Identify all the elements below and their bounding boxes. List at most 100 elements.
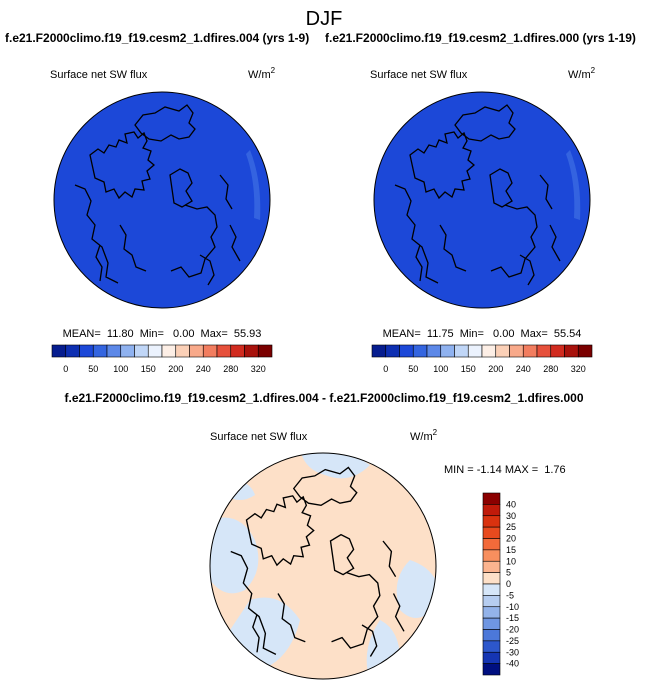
colorbar-box xyxy=(482,492,501,505)
difference-title: f.e21.F2000climo.f19_f19.cesm2_1.dfires.… xyxy=(65,391,584,405)
colorbar-label: -10 xyxy=(506,602,519,612)
colorbar-box xyxy=(482,515,501,528)
difference-panel: f.e21.F2000climo.f19_f19.cesm2_1.dfires.… xyxy=(65,391,584,680)
colorbar-box xyxy=(577,344,593,358)
colorbar-box xyxy=(482,538,501,551)
colorbar-label: 50 xyxy=(88,364,98,374)
colorbar-box xyxy=(120,344,135,358)
panel: f.e21.F2000climo.f19_f19.cesm2_1.dfires.… xyxy=(5,31,309,340)
colorbar-box xyxy=(467,344,483,358)
colorbar-label: -5 xyxy=(506,590,514,600)
colorbar-box xyxy=(371,344,387,358)
variable-label: Surface net SW flux xyxy=(370,69,468,81)
colorbar-box xyxy=(51,344,67,358)
colorbar-box xyxy=(79,344,94,358)
colorbar-label: 5 xyxy=(506,568,511,578)
colorbar-label: 20 xyxy=(506,534,516,544)
colorbar-label: 320 xyxy=(571,364,586,374)
colorbar-label: 10 xyxy=(506,556,516,566)
units-label: W/m2 xyxy=(410,428,438,443)
colorbar-box xyxy=(482,526,501,539)
colorbar-box xyxy=(482,504,501,517)
colorbar-box xyxy=(522,344,538,358)
colorbar-label: 0 xyxy=(506,579,511,589)
variable-label: Surface net SW flux xyxy=(210,431,308,443)
colorbar-box xyxy=(550,344,565,358)
colorbar-label: 50 xyxy=(408,364,418,374)
colorbar-label: 0 xyxy=(383,364,388,374)
colorbar-label: -25 xyxy=(506,636,519,646)
colorbar-box xyxy=(426,344,442,358)
colorbar-label: 30 xyxy=(506,511,516,521)
units-label: W/m2 xyxy=(568,66,596,81)
colorbar-box xyxy=(216,344,232,358)
colorbar-box xyxy=(92,344,108,358)
colorbar-label: 240 xyxy=(516,364,531,374)
colorbar-box xyxy=(482,560,501,573)
colorbar-box xyxy=(175,344,190,358)
colorbar-box xyxy=(134,344,149,358)
colorbar-label: 40 xyxy=(506,499,516,509)
colorbar-label: 100 xyxy=(113,364,128,374)
colorbar-box xyxy=(161,344,177,358)
colorbar-box xyxy=(495,344,510,358)
panel: f.e21.F2000climo.f19_f19.cesm2_1.dfires.… xyxy=(325,31,636,340)
stats: MIN = -1.14 MAX = 1.76 xyxy=(444,464,566,476)
case-name: f.e21.F2000climo.f19_f19.cesm2_1.dfires.… xyxy=(325,31,636,45)
units-label: W/m2 xyxy=(248,66,276,81)
colorbar-label: 240 xyxy=(196,364,211,374)
figure-title: DJF xyxy=(306,8,343,30)
colorbar-box xyxy=(482,629,501,642)
colorbar-label: 320 xyxy=(251,364,266,374)
colorbar-box xyxy=(482,606,501,619)
colorbar-box xyxy=(482,651,501,664)
map-disk xyxy=(373,91,591,309)
colorbar-label: 15 xyxy=(506,545,516,555)
colorbar-label: 25 xyxy=(506,522,516,532)
colorbar-box xyxy=(399,344,414,358)
map-border xyxy=(209,452,437,680)
colorbar-label: -30 xyxy=(506,647,519,657)
colorbar-box xyxy=(454,344,469,358)
colorbar-box xyxy=(106,344,122,358)
colorbar-label: 150 xyxy=(141,364,156,374)
colorbar-box xyxy=(481,344,497,358)
colorbar-box xyxy=(482,549,501,562)
colorbar-box xyxy=(509,344,524,358)
colorbar-box xyxy=(482,583,501,596)
colorbar-label: -15 xyxy=(506,613,519,623)
colorbar-box xyxy=(202,344,218,358)
field-patch xyxy=(566,150,581,220)
field-patch xyxy=(246,150,261,220)
colorbar-label: 100 xyxy=(433,364,448,374)
colorbar-label: 0 xyxy=(63,364,68,374)
colorbar-box xyxy=(147,344,163,358)
colorbar-box xyxy=(482,663,501,676)
colorbar-box xyxy=(564,344,579,358)
colorbar-label: 280 xyxy=(223,364,238,374)
colorbar-box xyxy=(385,344,400,358)
colorbar-label: 150 xyxy=(461,364,476,374)
colorbar-box xyxy=(230,344,245,358)
stats: MEAN= 11.80 Min= 0.00 Max= 55.93 xyxy=(63,328,262,340)
colorbar-box xyxy=(536,344,552,358)
colorbar-box xyxy=(440,344,455,358)
map-disk xyxy=(53,91,271,309)
stats: MEAN= 11.75 Min= 0.00 Max= 55.54 xyxy=(383,328,582,340)
colorbar-box xyxy=(412,344,428,358)
colorbar-box xyxy=(257,344,273,358)
variable-label: Surface net SW flux xyxy=(50,69,148,81)
colorbar-label: 200 xyxy=(488,364,503,374)
colorbar-box xyxy=(189,344,204,358)
colorbar-label: 280 xyxy=(543,364,558,374)
colorbar-box xyxy=(482,595,501,608)
colorbar-box xyxy=(482,617,501,630)
colorbar-box xyxy=(244,344,259,358)
colorbar-label: 200 xyxy=(168,364,183,374)
colorbar-label: -20 xyxy=(506,625,519,635)
colorbar-box xyxy=(65,344,80,358)
colorbar-box xyxy=(482,640,501,653)
colorbar-label: -40 xyxy=(506,659,519,669)
case-name: f.e21.F2000climo.f19_f19.cesm2_1.dfires.… xyxy=(5,31,309,45)
